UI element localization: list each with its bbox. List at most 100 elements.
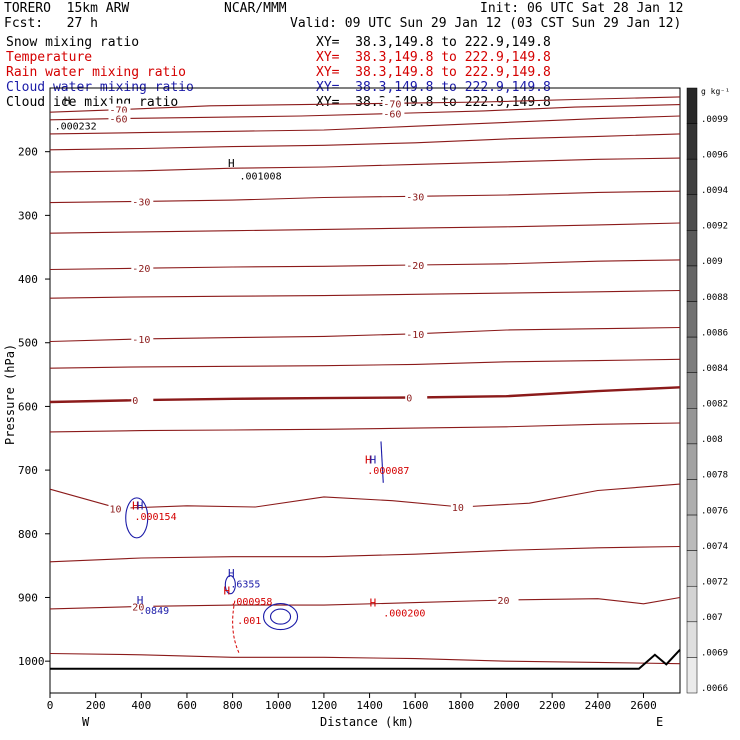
temperature-contour xyxy=(49,596,681,610)
contour-label-bg xyxy=(382,107,405,119)
contour-label: 20 xyxy=(498,596,510,607)
colorbar-tick-label: .0078 xyxy=(701,471,728,481)
temperature-contour xyxy=(49,483,681,509)
colorbar-tick-label: .0094 xyxy=(701,186,728,196)
colorbar-tick-label: .0092 xyxy=(701,222,728,232)
temperature-contour xyxy=(49,222,681,234)
colorbar-segment xyxy=(686,265,698,302)
contour-label: -60 xyxy=(383,109,401,120)
high-marker: H xyxy=(228,157,235,170)
x-tick-label: 2600 xyxy=(630,699,657,712)
colorbar-segment xyxy=(686,123,698,160)
extremum-value: .000087 xyxy=(367,466,409,477)
x-tick-label: 1400 xyxy=(356,699,383,712)
contour-label: -20 xyxy=(406,261,424,272)
legend-field-name: Snow mixing ratio xyxy=(6,35,140,50)
temperature-contour xyxy=(49,259,681,271)
temperature-contour xyxy=(49,157,681,173)
colorbar-segment xyxy=(686,408,698,445)
legend-field-xy: XY= 38.3,149.8 to 222.9,149.8 xyxy=(316,50,551,65)
colorbar-tick-label: .0076 xyxy=(701,506,728,516)
high-marker: H xyxy=(370,454,377,467)
cloud-water-contour xyxy=(380,441,384,483)
contour-label: -30 xyxy=(132,197,150,208)
contour-label: -60 xyxy=(109,115,127,126)
contour-label: -30 xyxy=(406,192,424,203)
temperature-contour xyxy=(49,104,681,121)
colorbar-segment xyxy=(686,372,698,409)
y-tick-label: 300 xyxy=(18,209,38,222)
contour-label-bg xyxy=(450,501,473,513)
extremum-value: .000200 xyxy=(383,609,425,620)
colorbar-segment xyxy=(686,230,698,267)
high-marker: H xyxy=(137,500,144,513)
colorbar-tick-label: .0088 xyxy=(701,293,728,303)
x-axis-label: Distance (km) xyxy=(320,715,414,729)
colorbar-tick-label: .0099 xyxy=(701,115,728,125)
colorbar-tick-label: .0082 xyxy=(701,400,728,410)
x-tick-label: 0 xyxy=(47,699,54,712)
contour-label-bg xyxy=(131,600,154,612)
contour-label-bg xyxy=(131,195,154,207)
high-marker: H xyxy=(223,584,230,597)
x-tick-label: 2200 xyxy=(539,699,566,712)
contour-label-bg xyxy=(405,259,428,271)
temperature-contour xyxy=(49,115,681,135)
contour-label: -10 xyxy=(406,330,424,341)
y-tick-label: 500 xyxy=(18,337,38,350)
contour-label: 10 xyxy=(452,503,464,514)
colorbar-tick-label: .0069 xyxy=(701,649,728,659)
temperature-contour xyxy=(49,545,681,563)
contour-label-bg xyxy=(131,394,154,406)
temperature-contour xyxy=(49,96,681,113)
x-tick-label: 1600 xyxy=(402,699,429,712)
cloud-water-contour xyxy=(224,575,236,595)
legend-field-name: Temperature xyxy=(6,50,93,65)
contour-label-bg xyxy=(131,332,154,344)
y-tick-label: 400 xyxy=(18,273,38,286)
extremum-value: .6355 xyxy=(230,579,260,590)
contour-label-bg xyxy=(405,391,428,403)
contour-label: -70 xyxy=(109,106,127,117)
colorbar-tick-label: .009 xyxy=(701,257,723,267)
contour-label-bg xyxy=(382,97,405,109)
extremum-value: .001 xyxy=(237,616,261,627)
y-tick-label: 600 xyxy=(18,400,38,413)
colorbar-segment xyxy=(686,158,698,196)
contour-label: 20 xyxy=(132,602,144,613)
x-tick-label: 600 xyxy=(177,699,197,712)
colorbar-tick-label: .0074 xyxy=(701,542,728,552)
x-tick-label: 400 xyxy=(131,699,151,712)
cloud-water-contour xyxy=(269,608,292,625)
high-marker: H xyxy=(64,95,71,108)
x-endpoint-east: E xyxy=(656,715,663,729)
contour-label-bg xyxy=(405,190,428,202)
temperature-contour xyxy=(49,326,681,343)
y-tick-label: 1000 xyxy=(18,655,45,668)
colorbar-segment xyxy=(686,194,698,231)
contour-label: 10 xyxy=(109,504,121,515)
temperature-contour xyxy=(49,422,681,433)
high-marker: H xyxy=(228,567,235,580)
extremum-value: .000154 xyxy=(134,512,176,523)
temperature-contour xyxy=(49,386,681,404)
extremum-value: .001008 xyxy=(239,172,281,183)
colorbar-segment xyxy=(686,443,698,480)
contour-label: 0 xyxy=(406,394,412,405)
colorbar-segment xyxy=(686,585,698,623)
x-tick-label: 2000 xyxy=(493,699,520,712)
temperature-contour xyxy=(49,289,681,299)
colorbar-tick-label: .0066 xyxy=(701,684,728,694)
contour-label: -70 xyxy=(383,99,401,110)
contour-label: -20 xyxy=(132,264,150,275)
contour-label-bg xyxy=(405,327,428,339)
temperature-contour xyxy=(49,652,681,665)
x-endpoint-west: W xyxy=(82,715,90,729)
colorbar-unit: g kg⁻¹ xyxy=(701,87,730,96)
temperature-contour xyxy=(49,358,681,369)
colorbar-segment xyxy=(686,301,698,338)
colorbar-segment xyxy=(686,514,698,551)
colorbar-segment xyxy=(686,550,698,587)
colorbar-tick-label: .0096 xyxy=(701,150,728,160)
